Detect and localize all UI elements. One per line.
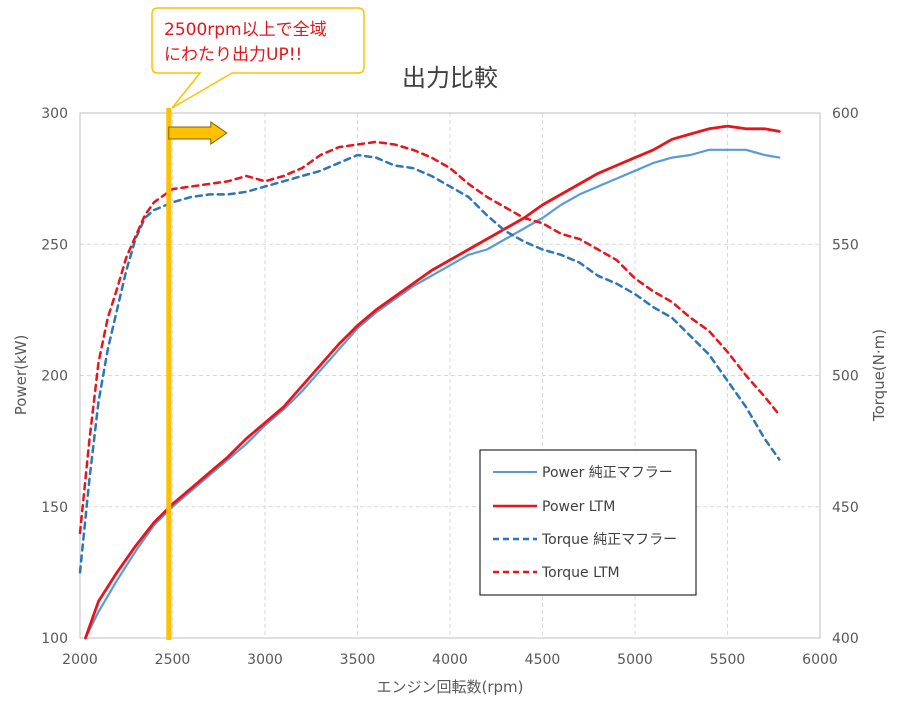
arrow-icon xyxy=(168,121,228,145)
y-axis-left-label: Power(kW) xyxy=(12,335,30,416)
y-right-tick-label: 600 xyxy=(832,106,859,122)
legend-label-power-stock: Power 純正マフラー xyxy=(542,465,673,481)
callout-line-2: にわたり出力UP!! xyxy=(164,45,302,65)
gridlines xyxy=(80,113,820,638)
y-left-tick-label: 250 xyxy=(41,237,68,253)
x-tick-label: 4500 xyxy=(525,652,561,668)
legend-label-torque-ltm: Torque LTM xyxy=(541,565,620,581)
series-power-ltm xyxy=(84,124,781,640)
y-axis-right-label: Torque(N·m) xyxy=(870,329,888,422)
x-tick-label: 6000 xyxy=(802,652,838,668)
x-tick-label: 2500 xyxy=(155,652,191,668)
x-tick-label: 5000 xyxy=(617,652,653,668)
series-torque-stock xyxy=(78,153,781,574)
x-tick-label: 5500 xyxy=(710,652,746,668)
x-tick-label: 3500 xyxy=(340,652,376,668)
legend-label-torque-stock: Torque 純正マフラー xyxy=(541,532,677,548)
x-tick-label: 4000 xyxy=(432,652,468,668)
y-left-tick-label: 150 xyxy=(41,500,68,516)
plot-area-frame xyxy=(79,112,821,639)
legend-label-power-ltm: Power LTM xyxy=(542,499,615,515)
axis-ticks: 2000 2500 3000 3500 4000 4500 5000 5500 6000 100 1… xyxy=(41,106,858,668)
callout-line-1: 2500rpm以上で全域 xyxy=(164,20,327,40)
series-lines xyxy=(78,124,781,640)
series-torque-ltm xyxy=(78,140,781,535)
y-right-tick-label: 450 xyxy=(832,500,859,516)
x-tick-label: 3000 xyxy=(247,652,283,668)
y-left-tick-label: 100 xyxy=(41,631,68,647)
chart-title: 出力比較 xyxy=(402,64,498,92)
y-right-tick-label: 550 xyxy=(832,237,859,253)
x-axis-label: エンジン回転数(rpm) xyxy=(376,678,523,696)
x-tick-label: 2000 xyxy=(62,652,98,668)
y-right-tick-label: 400 xyxy=(832,631,859,647)
y-left-tick-label: 200 xyxy=(41,369,68,385)
legend: Power 純正マフラー Power LTM Torque 純正マフラー Tor… xyxy=(479,449,697,596)
y-left-tick-label: 300 xyxy=(41,106,68,122)
series-power-stock xyxy=(84,148,781,640)
y-right-tick-label: 500 xyxy=(832,369,859,385)
callout-bubble xyxy=(151,7,365,109)
